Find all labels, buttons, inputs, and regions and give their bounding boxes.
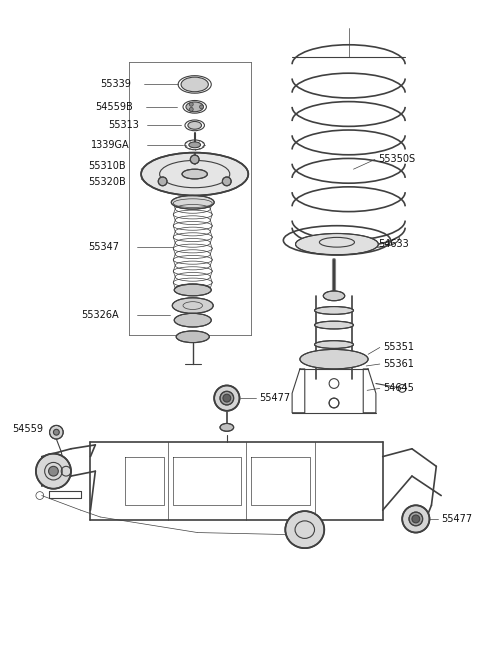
Circle shape [412,515,420,523]
Circle shape [48,466,58,476]
Text: 55351: 55351 [383,343,414,352]
Ellipse shape [220,424,234,431]
Ellipse shape [174,284,211,296]
Ellipse shape [324,291,345,301]
Ellipse shape [314,321,353,329]
Text: 54633: 54633 [378,239,408,249]
Circle shape [53,429,60,435]
Circle shape [200,105,204,109]
Ellipse shape [172,298,213,313]
Text: 55477: 55477 [441,514,472,524]
Circle shape [190,155,199,164]
Ellipse shape [220,391,234,405]
Circle shape [222,177,231,186]
Text: 54645: 54645 [383,383,414,394]
Ellipse shape [174,313,211,327]
Text: 55347: 55347 [88,242,120,252]
Text: 55350S: 55350S [378,155,415,164]
Circle shape [49,425,63,439]
Ellipse shape [314,341,353,348]
Text: 54559B: 54559B [96,102,133,112]
Text: 1339GA: 1339GA [90,140,129,150]
Ellipse shape [36,454,71,489]
Text: 55326A: 55326A [81,310,119,320]
Text: 55339: 55339 [100,79,131,90]
Circle shape [189,102,193,106]
Ellipse shape [182,169,207,179]
Ellipse shape [214,385,240,411]
Ellipse shape [189,142,201,148]
Text: 55361: 55361 [383,359,414,369]
Ellipse shape [285,511,324,548]
Text: 54559: 54559 [12,424,44,434]
Ellipse shape [314,307,353,314]
Circle shape [158,177,167,186]
Text: 55313: 55313 [108,121,139,130]
Ellipse shape [171,195,214,209]
Ellipse shape [409,512,423,526]
Text: 55477: 55477 [259,393,290,403]
Ellipse shape [176,331,209,343]
Ellipse shape [188,121,202,129]
Ellipse shape [296,233,378,255]
Ellipse shape [402,505,430,533]
Circle shape [223,394,231,402]
Ellipse shape [181,77,208,92]
Ellipse shape [186,102,204,112]
Circle shape [189,107,193,111]
Ellipse shape [141,153,248,195]
Ellipse shape [300,349,368,369]
Text: 55320B: 55320B [88,177,126,187]
Text: 55310B: 55310B [88,161,126,171]
